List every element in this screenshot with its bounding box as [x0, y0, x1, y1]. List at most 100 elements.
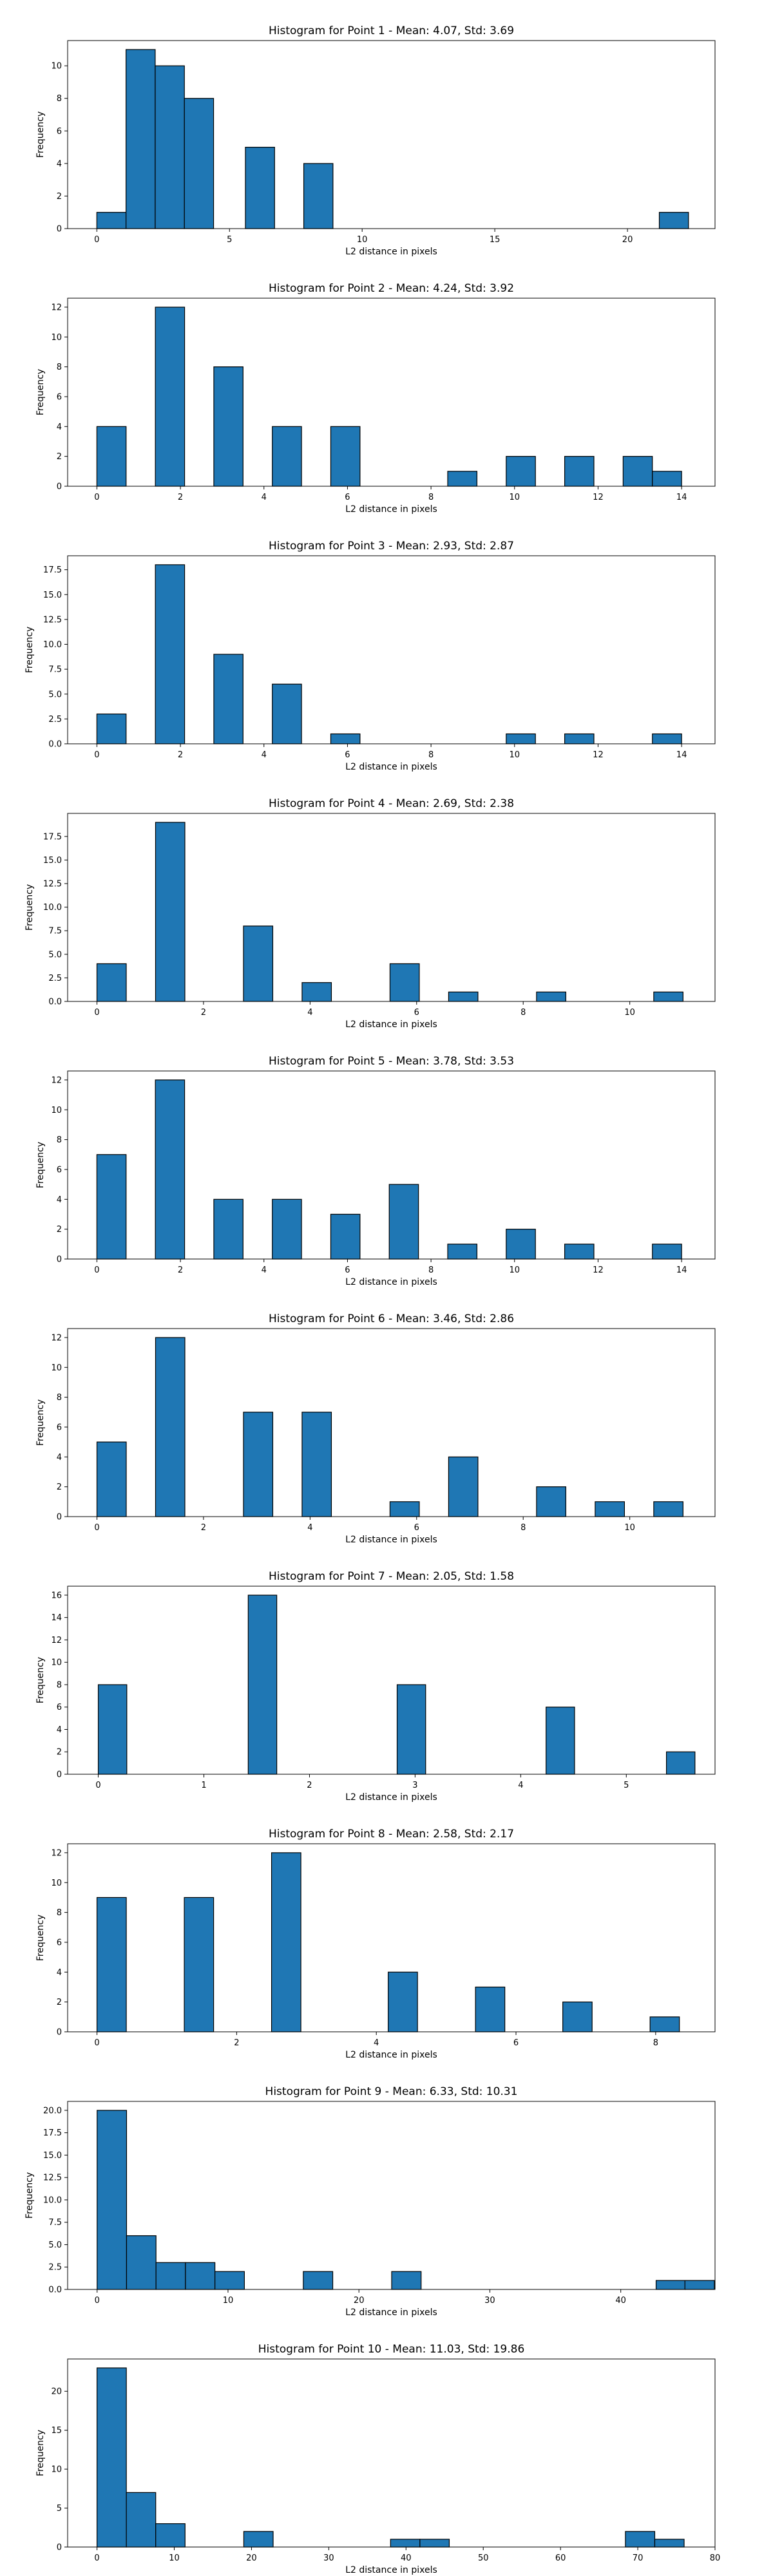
histogram-bar: [155, 307, 186, 487]
x-tick-label: 8: [428, 1265, 434, 1275]
histogram-bar: [155, 822, 186, 1002]
histogram-bar: [97, 1684, 128, 1775]
x-tick-label: 20: [354, 2296, 365, 2306]
x-tick-label: 0: [94, 493, 99, 502]
y-axis-label: Frequency: [35, 111, 46, 158]
y-tick-label: 10: [51, 1658, 62, 1668]
x-tick-label: 0: [94, 235, 99, 245]
y-tick-label: 10: [51, 1106, 62, 1115]
histogram-bar: [272, 426, 302, 487]
histogram-bar: [96, 1441, 127, 1517]
histogram-bar: [155, 2262, 186, 2290]
y-tick-label: 4: [57, 1725, 62, 1735]
x-tick-label: 15: [490, 235, 501, 245]
chart-title: Histogram for Point 9 - Mean: 6.33, Std:…: [265, 2085, 518, 2098]
histogram-bar: [330, 733, 361, 744]
histogram-bar: [448, 991, 479, 1002]
y-tick-label: 2.5: [48, 2263, 62, 2273]
x-axis-label: L2 distance in pixels: [345, 504, 437, 515]
y-tick-label: 12.5: [43, 880, 62, 889]
histogram-bar: [96, 1154, 127, 1260]
histogram-bar: [475, 1986, 506, 2032]
y-tick-label: 17.5: [43, 2128, 62, 2138]
x-tick-label: 2: [201, 1008, 206, 1018]
plot-frame: [67, 1070, 716, 1260]
x-tick-label: 10: [169, 2553, 180, 2563]
x-tick-label: 0: [94, 1265, 99, 1275]
histogram-bar: [536, 991, 566, 1002]
y-tick-label: 10.0: [43, 640, 62, 650]
x-tick-label: 10: [510, 750, 520, 760]
x-axis-label: L2 distance in pixels: [345, 1277, 437, 1287]
x-tick-label: 4: [262, 1265, 267, 1275]
chart-title: Histogram for Point 2 - Mean: 4.24, Std:…: [269, 282, 514, 295]
x-tick-label: 14: [676, 493, 687, 502]
y-tick-label: 10: [51, 2465, 62, 2475]
histogram-bar: [330, 1213, 361, 1260]
histogram-point-8: 0 2 4 6 8 0 2 4 6 8 10 12 Histogram for Point 8 - Me…: [35, 1828, 716, 2060]
y-tick-label: 2: [57, 1998, 62, 2007]
x-tick-label: 6: [345, 1265, 350, 1275]
y-tick-label: 8: [57, 94, 62, 104]
histogram-bar: [649, 2016, 680, 2032]
y-tick-label: 0.0: [48, 740, 62, 750]
x-tick-label: 10: [510, 493, 520, 502]
histogram-bar: [684, 2280, 715, 2290]
x-tick-label: 8: [428, 750, 434, 760]
x-tick-label: 10: [357, 235, 368, 245]
y-tick-label: 0: [57, 225, 62, 234]
histogram-bar: [653, 1501, 683, 1517]
x-tick-label: 2: [201, 1523, 206, 1533]
x-tick-label: 8: [520, 1523, 526, 1533]
histogram-bar: [447, 471, 478, 487]
y-tick-label: 6: [57, 392, 62, 402]
y-tick-label: 12: [51, 1333, 62, 1343]
x-tick-label: 70: [633, 2553, 644, 2563]
histogram-bar: [155, 1337, 186, 1517]
x-tick-label: 30: [323, 2553, 334, 2563]
y-tick-label: 12.5: [43, 615, 62, 625]
y-tick-label: 0: [57, 2543, 62, 2553]
x-tick-label: 10: [223, 2296, 234, 2306]
histogram-bar: [389, 963, 420, 1002]
y-tick-label: 10: [51, 1879, 62, 1888]
y-tick-label: 10.0: [43, 2195, 62, 2205]
histogram-bar: [390, 2539, 421, 2548]
x-tick-label: 6: [414, 1523, 419, 1533]
x-tick-label: 6: [513, 2038, 519, 2048]
x-axis-label: L2 distance in pixels: [345, 2050, 437, 2060]
plot-frame: [67, 1586, 716, 1775]
y-tick-label: 5.0: [48, 2240, 62, 2250]
chart-title: Histogram for Point 8 - Mean: 2.58, Std:…: [269, 1828, 514, 1841]
x-tick-label: 8: [428, 493, 434, 502]
histogram-point-6: 0 2 4 6 8 10 0 2 4 6 8 10 12 Histogram for Point 6 - …: [35, 1312, 716, 1545]
y-tick-label: 6: [57, 127, 62, 137]
y-tick-label: 4: [57, 1195, 62, 1205]
histogram-bar: [96, 963, 127, 1002]
y-tick-label: 10: [51, 333, 62, 343]
x-tick-label: 40: [401, 2553, 412, 2563]
x-tick-label: 12: [593, 1265, 604, 1275]
histogram-bar: [301, 1412, 332, 1517]
histogram-bar: [665, 1751, 696, 1775]
y-tick-label: 2: [57, 1482, 62, 1492]
histogram-bar: [155, 1079, 186, 1260]
y-axis-label: Frequency: [35, 1657, 46, 1703]
y-tick-label: 0.0: [48, 998, 62, 1007]
x-tick-label: 14: [676, 1265, 687, 1275]
plot-frame: [67, 1328, 716, 1517]
y-tick-label: 6: [57, 1423, 62, 1432]
histogram-bar: [652, 733, 682, 744]
x-tick-label: 50: [478, 2553, 489, 2563]
y-tick-label: 2: [57, 1748, 62, 1757]
chart-title: Histogram for Point 1 - Mean: 4.07, Std:…: [269, 24, 514, 37]
y-tick-label: 7.5: [48, 2218, 62, 2228]
histogram-bar: [215, 2271, 245, 2290]
histogram-bar: [126, 49, 156, 229]
x-axis-label: L2 distance in pixels: [345, 2565, 437, 2575]
y-tick-label: 17.5: [43, 565, 62, 575]
histogram-bar: [247, 1595, 278, 1775]
histogram-point-2: 0 2 4 6 8 10 12 14 0 2 4 6 8 10 12 Histogram for Point …: [35, 282, 716, 515]
histogram-bar: [301, 982, 332, 1002]
